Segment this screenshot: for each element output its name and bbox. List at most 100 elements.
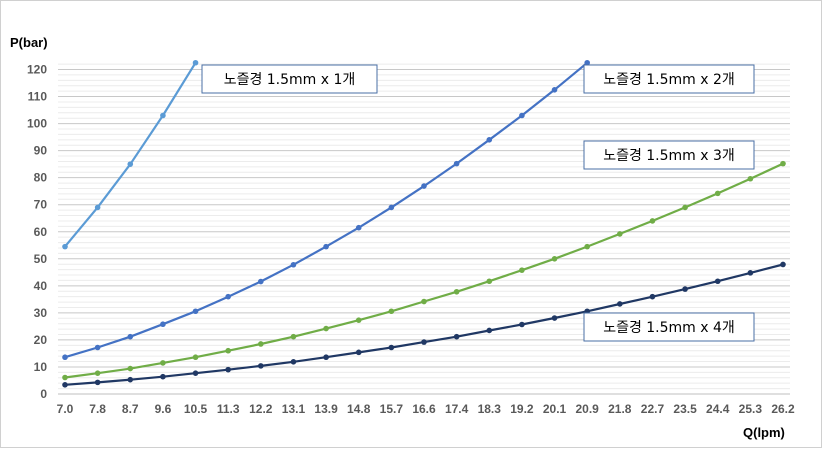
x-tick-label: 24.4 [706,402,730,416]
x-tick-label: 22.7 [641,402,665,416]
data-point [519,321,525,328]
y-axis-title: P(bar) [10,35,48,50]
data-point [160,321,166,328]
x-tick-label: 8.7 [122,402,139,416]
x-tick-label: 11.3 [217,402,240,416]
x-tick-label: 7.0 [57,402,74,416]
y-tick-label: 30 [34,306,48,320]
y-tick-label: 110 [28,90,48,104]
series-label-2: 노즐경 1.5mm x 2개 [583,64,755,94]
x-tick-label: 9.6 [155,402,172,416]
data-point [127,365,134,372]
data-point [94,344,101,351]
series-label-box [583,140,755,170]
data-point [323,325,329,332]
data-point [192,308,199,315]
data-point [192,59,199,66]
data-point [617,231,623,237]
data-point [453,160,460,167]
y-tick-label: 80 [34,171,48,185]
data-point [682,204,688,211]
data-point [551,315,558,321]
data-point [94,370,101,376]
data-point [160,112,166,119]
data-point [127,333,134,340]
data-point [258,278,264,285]
x-tick-label: 23.5 [673,402,697,416]
data-point [649,218,656,224]
data-point [225,366,231,373]
series-label-1: 노즐경 1.5mm x 1개 [201,64,378,94]
series-label-4: 노즐경 1.5mm x 4개 [583,312,755,342]
x-tick-labels: 7.0 7.8 8.7 9.6 10.5 11.3 12.2 13.1 13.9 14.8 15.7… [57,402,795,416]
x-tick-label: 21.8 [608,402,632,416]
data-point [388,344,395,351]
data-point [62,354,68,361]
y-tick-label: 90 [34,144,48,158]
data-point [192,354,199,361]
data-point [714,190,721,197]
y-tick-label: 100 [27,117,47,131]
series-label-box [583,312,755,342]
data-point [160,360,166,366]
data-point [62,243,68,250]
data-point [584,243,590,250]
data-point [225,347,231,354]
x-tick-label: 19.2 [510,402,534,416]
data-point [486,278,493,285]
data-point [225,293,231,300]
y-tick-label: 60 [34,225,48,239]
series-label-box [201,64,378,94]
y-tick-label: 50 [34,252,48,266]
data-point [649,293,656,300]
y-tick-label: 40 [34,279,48,293]
x-tick-label: 20.9 [576,402,600,416]
data-point [519,112,525,119]
data-point [355,224,362,231]
data-point [323,243,329,250]
series-label-text: 노즐경 1.5mm x 3개 [603,148,735,164]
data-point [62,382,68,388]
data-point [747,270,754,276]
data-point [714,278,721,285]
data-point [323,354,329,361]
series-label-box [583,64,755,94]
x-tick-label: 10.5 [184,402,208,416]
x-tick-label: 14.8 [347,402,371,416]
x-tick-label: 20.1 [543,402,567,416]
data-point [388,308,395,315]
data-point [780,261,786,268]
data-point [62,374,68,381]
y-tick-label: 10 [34,360,48,374]
data-point [421,183,427,189]
data-point [421,339,427,345]
data-point [290,359,297,365]
data-point [94,204,101,211]
data-point [551,87,558,93]
data-point [127,376,134,383]
series-points [62,59,786,388]
data-point [584,59,590,66]
x-tick-label: 18.3 [478,402,502,416]
x-tick-label: 7.8 [89,402,106,416]
data-point [453,333,460,340]
series-label-text: 노즐경 1.5mm x 4개 [603,320,735,336]
data-point [258,363,264,369]
data-point [388,204,395,211]
data-point [551,255,558,262]
data-point [127,161,134,167]
data-point [290,333,297,340]
data-point [192,370,199,376]
data-point [94,379,101,386]
series-label-text: 노즐경 1.5mm x 1개 [224,72,356,88]
data-point [258,341,264,347]
data-point [290,261,297,268]
series-label-3: 노즐경 1.5mm x 3개 [583,140,755,170]
data-point [682,286,688,292]
x-tick-label: 17.4 [445,402,469,416]
x-tick-label: 16.6 [412,402,436,416]
x-tick-label: 12.2 [249,402,273,416]
y-tick-label: 0 [40,387,47,401]
